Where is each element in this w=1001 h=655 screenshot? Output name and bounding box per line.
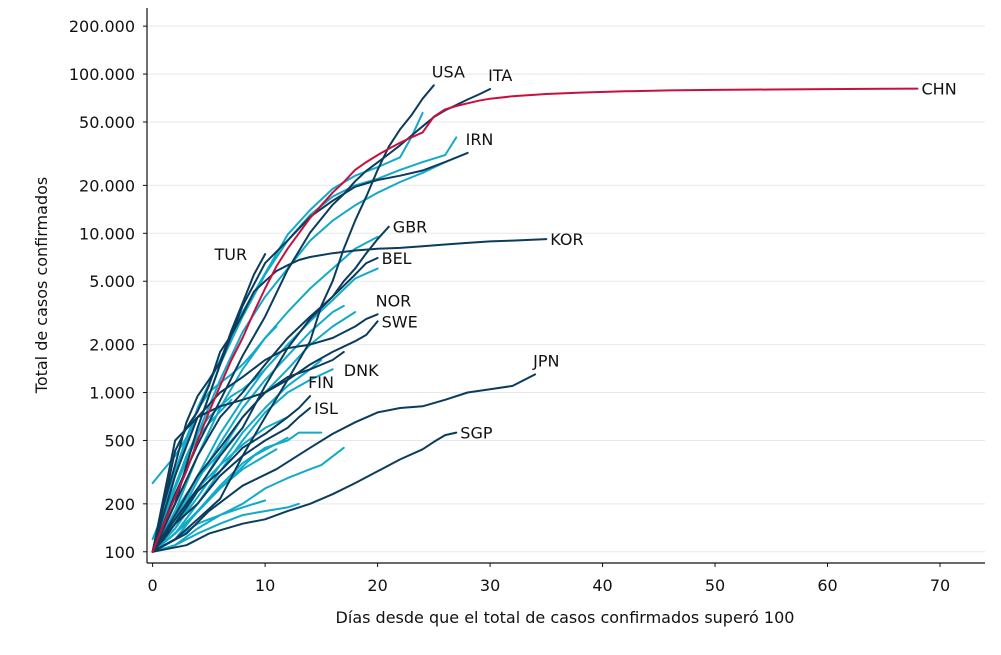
- series-line-other: [151, 304, 345, 553]
- series-line-other: [151, 325, 278, 553]
- x-tick-label: 70: [930, 576, 950, 595]
- series-line-kor: [151, 238, 548, 553]
- x-tick-label: 30: [480, 576, 500, 595]
- series-line-dnk: [151, 350, 345, 553]
- label-sgp: SGP: [460, 424, 493, 443]
- series-line-swe: [151, 320, 379, 553]
- series-line-other: [151, 502, 300, 553]
- series-line-gbr: [151, 225, 390, 553]
- y-tick-label: 20.000: [79, 176, 135, 195]
- label-tur: TUR: [213, 245, 247, 264]
- x-tick-label: 20: [367, 576, 387, 595]
- y-tick-label: 50.000: [79, 113, 135, 132]
- x-ticks: 0 10 20 30 40 50 60 70: [148, 563, 950, 595]
- label-dnk: DNK: [344, 361, 379, 380]
- label-gbr: GBR: [393, 218, 428, 237]
- series-line-irn: [151, 151, 469, 553]
- label-irn: IRN: [466, 130, 494, 149]
- series-line-sgp: [151, 431, 458, 553]
- label-isl: ISL: [314, 399, 338, 418]
- label-bel: BEL: [382, 249, 412, 268]
- country-labels: USA ITA IRN KOR GBR TUR NOR SWE DNK FIN ISL JPN SGP B…: [213, 62, 956, 442]
- series-line-other: [151, 431, 323, 553]
- series-line-isl: [151, 407, 312, 553]
- y-ticks: 100 200 500 1.000 2.000 5.000 10.000 20.000 50.0…: [69, 17, 147, 562]
- series-layer: [151, 84, 919, 553]
- series-line-other: [151, 161, 447, 553]
- series-line-bel: [151, 257, 379, 553]
- y-axis-title: Total de casos confirmados: [32, 177, 51, 394]
- y-tick-label: 5.000: [89, 272, 135, 291]
- series-line-other: [151, 368, 334, 553]
- series-line-other: [151, 416, 199, 485]
- y-tick-label: 10.000: [79, 224, 135, 243]
- series-line-fin: [151, 395, 312, 553]
- label-fin: FIN: [308, 373, 334, 392]
- x-tick-label: 0: [148, 576, 158, 595]
- label-swe: SWE: [382, 312, 418, 331]
- series-line-other: [151, 436, 289, 553]
- series-line-usa: [151, 84, 435, 553]
- axes: [146, 8, 985, 564]
- y-tick-label: 200.000: [69, 17, 135, 36]
- series-line-jpn: [151, 373, 537, 553]
- y-tick-label: 1.000: [89, 384, 135, 403]
- label-ita: ITA: [488, 66, 512, 85]
- x-tick-label: 50: [705, 576, 725, 595]
- series-line-other: [151, 111, 424, 553]
- y-tick-label: 100.000: [69, 65, 135, 84]
- x-tick-label: 10: [255, 576, 275, 595]
- label-kor: KOR: [550, 230, 583, 249]
- series-line-other: [151, 368, 267, 553]
- label-usa: USA: [432, 62, 465, 81]
- label-nor: NOR: [376, 291, 412, 310]
- x-tick-label: 40: [592, 576, 612, 595]
- gridlines: [147, 25, 985, 553]
- label-jpn: JPN: [532, 351, 559, 370]
- series-line-other: [151, 446, 345, 553]
- x-axis-title: Días desde que el total de casos confirm…: [336, 608, 795, 627]
- y-tick-label: 500: [104, 431, 135, 450]
- y-tick-label: 2.000: [89, 336, 135, 355]
- y-tick-label: 200: [104, 495, 135, 514]
- label-chn: CHN: [922, 80, 957, 99]
- series-line-chn: [151, 87, 919, 553]
- series-line-nor: [151, 313, 379, 553]
- x-tick-label: 60: [817, 576, 837, 595]
- y-tick-label: 100: [104, 543, 135, 562]
- series-line-tur: [151, 253, 267, 553]
